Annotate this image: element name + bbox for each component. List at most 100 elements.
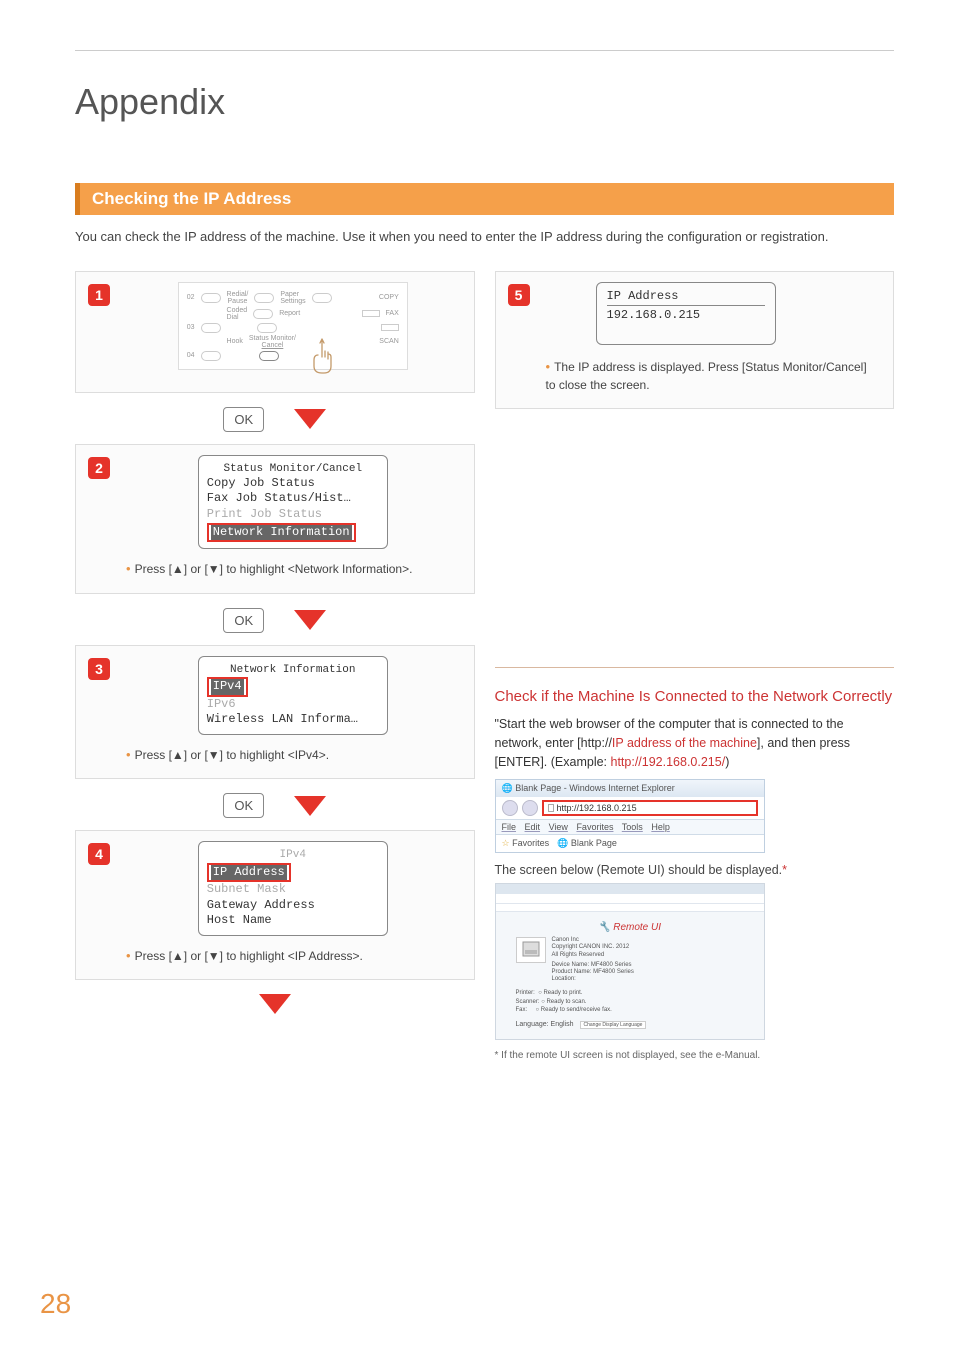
columns: 1 02 Redial/Pause PaperSettings COPY 00 — [75, 271, 894, 1061]
device-keypad: 02 Redial/Pause PaperSettings COPY 00 Co… — [178, 282, 408, 370]
lcd-item: Print Job Status — [207, 507, 379, 523]
bullet-icon: • — [126, 561, 131, 576]
lcd-value: 192.168.0.215 — [607, 305, 765, 322]
keypad-key — [253, 309, 273, 319]
menu-favorites[interactable]: Favorites — [576, 822, 613, 832]
remote-ui-text: Device Name: MF4800 Series — [552, 962, 634, 969]
step-5-label: The IP address is displayed. Press [Stat… — [546, 360, 867, 393]
check-text: ) — [725, 755, 729, 769]
ok-arrow-1: OK — [75, 407, 475, 432]
browser-tab[interactable]: Blank Page — [571, 838, 617, 848]
remote-note-text: The screen below (Remote UI) should be d… — [495, 863, 783, 877]
step-5-card: 5 IP Address 192.168.0.215 •The IP addre… — [495, 271, 895, 410]
document-icon — [548, 804, 554, 812]
keypad-label: SCAN — [379, 338, 398, 345]
lcd-step4: IPv4 IP Address Subnet Mask Gateway Addr… — [198, 841, 388, 936]
browser-titlebar: 🌐 Blank Page - Windows Internet Explorer — [496, 780, 764, 797]
keypad-label: PaperSettings — [280, 291, 305, 305]
remote-ui-logo: 🔧 Remote UI — [516, 922, 744, 933]
remote-note: The screen below (Remote UI) should be d… — [495, 863, 895, 877]
keypad-label: Hook — [227, 338, 243, 345]
globe-icon: 🌐 — [502, 783, 513, 793]
arrow-down-icon — [294, 796, 326, 816]
status-value: ○ Ready to send/receive fax. — [536, 1007, 612, 1013]
status-label: Printer: — [516, 990, 535, 996]
step-2-card: 2 Status Monitor/Cancel Copy Job Status … — [75, 444, 475, 594]
keypad-key-highlight — [259, 351, 279, 361]
remote-ui-text: All Rights Reserved — [552, 952, 634, 959]
browser-back-button[interactable] — [502, 800, 518, 816]
lcd-item: Subnet Mask — [207, 882, 379, 898]
keypad-key — [381, 324, 399, 331]
ok-button: OK — [223, 407, 264, 432]
arrow-down-icon — [259, 994, 291, 1014]
lcd-item: Gateway Address — [207, 898, 379, 914]
keypad-label: COPY — [379, 294, 399, 301]
arrow-down-icon — [294, 610, 326, 630]
bullet-icon: • — [546, 359, 551, 374]
lcd-highlight: IP Address — [211, 865, 287, 881]
check-body: "Start the web browser of the computer t… — [495, 715, 895, 771]
browser-menubar: File Edit View Favorites Tools Help — [496, 819, 764, 835]
remote-ui-text: Product Name: MF4800 Series — [552, 969, 634, 976]
step-3-card: 3 Network Information IPv4 IPv6 Wireless… — [75, 645, 475, 780]
lcd-title: Status Monitor/Cancel — [207, 462, 379, 476]
keypad-key — [201, 293, 221, 303]
lcd-title: IP Address — [607, 289, 765, 303]
keypad-label: Report — [279, 310, 300, 317]
menu-file[interactable]: File — [502, 822, 517, 832]
step-3-number: 3 — [88, 658, 110, 680]
keypad-num-04: 04 — [187, 352, 195, 359]
browser-favrow: ☆ Favorites 🌐 Blank Page — [496, 835, 764, 852]
lcd-highlight: Network Information — [211, 525, 352, 541]
check-text-red: http://192.168.0.215/ — [611, 755, 726, 769]
star-icon: ☆ — [502, 838, 510, 848]
lcd-highlight: IPv4 — [211, 679, 244, 695]
remote-ui-mock: 🔧 Remote UI Canon Inc Copyright CANON IN… — [495, 883, 765, 1039]
lcd-step2: Status Monitor/Cancel Copy Job Status Fa… — [198, 455, 388, 550]
keypad-label: FAX — [386, 310, 399, 317]
remote-ui-text: Canon Inc — [552, 937, 634, 944]
browser-urlrow: http://192.168.0.215 — [496, 797, 764, 819]
footnote: * If the remote UI screen is not display… — [495, 1050, 895, 1061]
lcd-item: IPv6 — [207, 697, 379, 713]
device-info: Canon Inc Copyright CANON INC. 2012 All … — [552, 937, 634, 983]
step-5-number: 5 — [508, 284, 530, 306]
ok-arrow-2: OK — [75, 608, 475, 633]
lcd-step5: IP Address 192.168.0.215 — [596, 282, 776, 345]
step-1-card: 1 02 Redial/Pause PaperSettings COPY 00 — [75, 271, 475, 393]
browser-url: http://192.168.0.215 — [557, 803, 637, 813]
lcd-title: Network Information — [207, 663, 379, 677]
lcd-item: Fax Job Status/Hist… — [207, 491, 379, 507]
step-1-number: 1 — [88, 284, 110, 306]
ok-button: OK — [223, 793, 264, 818]
step-4-number: 4 — [88, 843, 110, 865]
browser-forward-button[interactable] — [522, 800, 538, 816]
change-language-button[interactable]: Change Display Language — [580, 1021, 647, 1029]
check-title: Check if the Machine Is Connected to the… — [495, 686, 895, 707]
keypad-num-02: 02 — [187, 294, 195, 301]
browser-urlbox[interactable]: http://192.168.0.215 — [542, 800, 758, 816]
step-2-label: Press [▲] or [▼] to highlight <Network I… — [135, 562, 413, 576]
favorites-label[interactable]: Favorites — [512, 838, 549, 848]
step-5-text: •The IP address is displayed. Press [Sta… — [546, 357, 880, 395]
menu-help[interactable]: Help — [651, 822, 670, 832]
keypad-key — [254, 293, 274, 303]
ok-button: OK — [223, 608, 264, 633]
page-number: 28 — [40, 1288, 71, 1320]
bullet-icon: • — [126, 948, 131, 963]
arrow-4 — [75, 994, 475, 1014]
remote-ui-text: Location: — [552, 976, 634, 983]
keypad-key — [201, 323, 221, 333]
arrow-down-icon — [294, 409, 326, 429]
status-value: ○ Ready to scan. — [541, 999, 586, 1005]
keypad-key — [201, 351, 221, 361]
step-4-card: 4 IPv4 IP Address Subnet Mask Gateway Ad… — [75, 830, 475, 980]
globe-icon: 🌐 — [557, 838, 568, 848]
menu-tools[interactable]: Tools — [622, 822, 643, 832]
step-3-label: Press [▲] or [▼] to highlight <IPv4>. — [135, 748, 330, 762]
menu-view[interactable]: View — [549, 822, 568, 832]
device-image-icon — [516, 937, 546, 963]
menu-edit[interactable]: Edit — [525, 822, 541, 832]
keypad-label: CodedDial — [227, 307, 248, 321]
